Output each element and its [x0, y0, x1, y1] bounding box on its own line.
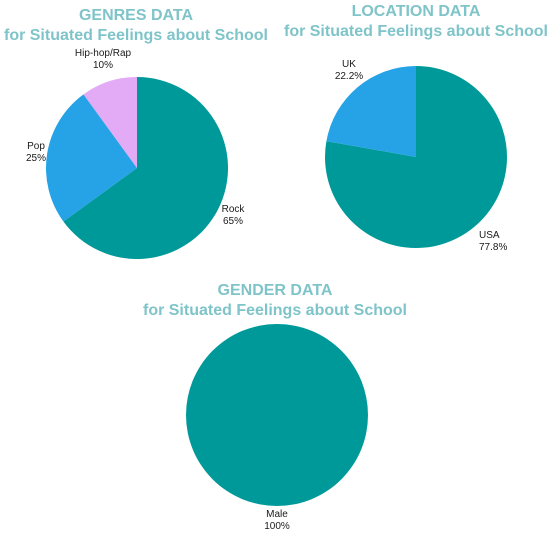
- pie-slice-pop: [45, 94, 137, 222]
- slice-label-usa: USA 77.8%: [479, 230, 507, 253]
- gender-title: GENDER DATA: [217, 282, 333, 299]
- genres-subtitle: for Situated Feelings about School: [3, 27, 268, 44]
- slice-label-male: Male 100%: [264, 509, 290, 532]
- slice-percent-label: 10%: [93, 60, 113, 71]
- slice-category-label: Pop: [27, 141, 45, 152]
- gender-pie: Male 100%: [186, 324, 368, 532]
- pie-slice-male: [186, 324, 368, 506]
- slice-percent-label: 22.2%: [335, 71, 363, 82]
- genres-title: GENRES DATA: [78, 7, 194, 24]
- slice-label-hip-hop-rap: Hip-hop/Rap 10%: [75, 48, 132, 71]
- pie-slice-hip-hop-rap: [83, 77, 137, 168]
- slice-label-pop: Pop 25%: [26, 141, 46, 164]
- slice-category-label: Rock: [222, 204, 246, 215]
- slice-percent-label: 25%: [26, 153, 46, 164]
- slice-category-label: Male: [266, 509, 288, 520]
- slice-category-label: USA: [479, 230, 500, 241]
- slice-percent-label: 77.8%: [479, 242, 507, 253]
- gender-subtitle: for Situated Feelings about School: [142, 302, 407, 319]
- pie-slice-rock: [63, 77, 228, 259]
- genres-chart-title: GENRES DATA for Situated Feelings about …: [0, 6, 272, 46]
- slice-category-label: UK: [342, 59, 356, 70]
- location-subtitle: for Situated Feelings about School: [283, 23, 548, 40]
- location-pie: USA 77.8% UK 22.2%: [325, 59, 507, 253]
- slice-label-rock: Rock 65%: [222, 204, 246, 227]
- location-title: LOCATION DATA: [351, 3, 481, 20]
- slice-percent-label: 100%: [264, 521, 290, 532]
- pie-slice-usa: [325, 66, 507, 249]
- slice-category-label: Hip-hop/Rap: [75, 48, 132, 59]
- genres-pie: Rock 65% Pop 25% Hip-hop/Rap 10%: [26, 48, 245, 259]
- slice-percent-label: 65%: [223, 216, 243, 227]
- gender-chart-title: GENDER DATA for Situated Feelings about …: [139, 281, 411, 321]
- pie-slice-uk: [326, 66, 416, 157]
- location-chart-title: LOCATION DATA for Situated Feelings abou…: [280, 2, 550, 42]
- slice-label-uk: UK 22.2%: [335, 59, 363, 82]
